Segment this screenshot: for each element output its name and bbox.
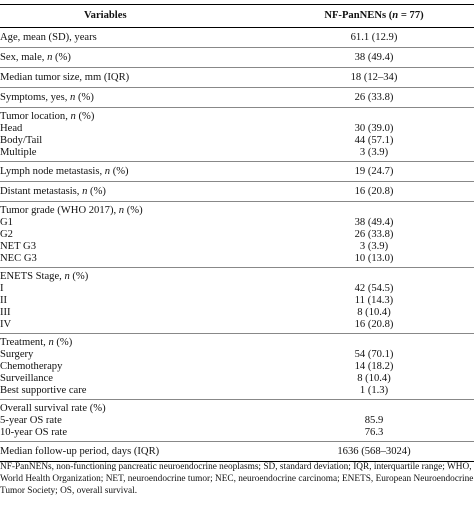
table-row: Treatment, n (%) (0, 334, 474, 350)
table-row: G2 26 (33.8) (0, 229, 474, 241)
table-row: Lymph node metastasis, n (%) 19 (24.7) (0, 161, 474, 182)
row-value: 8 (10.4) (357, 373, 391, 384)
row-label: ENETS Stage, n (%) (0, 271, 89, 282)
row-label: 10-year OS rate (0, 427, 274, 442)
row-label: Tumor location, n (%) (0, 111, 95, 122)
row-label: III (0, 307, 11, 318)
table-row: Best supportive care 1 (1.3) (0, 385, 474, 400)
row-label: G1 (0, 217, 13, 228)
row-value (274, 400, 474, 416)
row-value: 54 (70.1) (354, 349, 394, 360)
row-value: 11 (14.3) (354, 295, 394, 306)
row-label: Multiple (0, 147, 274, 162)
row-label: NEC G3 (0, 253, 274, 268)
row-value (274, 334, 474, 350)
table-row: Age, mean (SD), years 61.1 (12.9) (0, 27, 474, 48)
table-header-row: Variables NF-PanNENs (n = 77) (0, 4, 474, 28)
table-row: NET G3 3 (3.9) (0, 241, 474, 253)
row-value: 8 (10.4) (357, 307, 391, 318)
row-label: NET G3 (0, 241, 36, 252)
row-label: Age, mean (SD), years (0, 27, 274, 48)
row-value: 14 (18.2) (354, 361, 394, 372)
row-value: 26 (33.8) (354, 229, 394, 240)
row-value: 42 (54.5) (354, 283, 394, 294)
table-row: Surveillance 8 (10.4) (0, 373, 474, 385)
row-label: Surgery (0, 349, 34, 360)
table-row: Surgery 54 (70.1) (0, 349, 474, 361)
cohort-header: NF-PanNENs (n = 77) (274, 4, 474, 28)
table-row: NEC G3 10 (13.0) (0, 253, 474, 268)
table-row: Multiple 3 (3.9) (0, 147, 474, 162)
table-row: Sex, male, n (%) 38 (49.4) (0, 47, 474, 68)
row-value: 61.1 (12.9) (274, 27, 474, 48)
row-label: G2 (0, 229, 13, 240)
row-value: 19 (24.7) (274, 161, 474, 182)
row-value: 1636 (568–3024) (274, 441, 474, 462)
table-row: Body/Tail 44 (57.1) (0, 135, 474, 147)
table-row: Chemotherapy 14 (18.2) (0, 361, 474, 373)
row-label: 5-year OS rate (0, 415, 62, 426)
row-label: II (0, 295, 8, 306)
row-value: 85.9 (364, 415, 384, 426)
table-row: Symptoms, yes, n (%) 26 (33.8) (0, 87, 474, 108)
table-footnote: NF-PanNENs, non-functioning pancreatic n… (0, 462, 474, 496)
table-body: Age, mean (SD), years 61.1 (12.9) Sex, mal… (0, 27, 474, 462)
row-value: 18 (12–34) (274, 67, 474, 88)
row-label: Sex, male, n (%) (0, 47, 274, 68)
row-label: Median follow-up period, days (IQR) (0, 441, 274, 462)
row-label: Lymph node metastasis, n (%) (0, 161, 274, 182)
table-row: Overall survival rate (%) (0, 400, 474, 416)
row-value: 3 (3.9) (274, 147, 474, 162)
row-value: 30 (39.0) (354, 123, 394, 134)
row-label: Chemotherapy (0, 361, 63, 372)
variables-header: Variables (0, 4, 274, 28)
row-value: 3 (3.9) (359, 241, 389, 252)
row-label: Symptoms, yes, n (%) (0, 87, 274, 108)
table-row: 5-year OS rate 85.9 (0, 415, 474, 427)
row-label: Head (0, 123, 23, 134)
row-label: Surveillance (0, 373, 53, 384)
table-row: III 8 (10.4) (0, 307, 474, 319)
row-value: 16 (20.8) (274, 319, 474, 334)
row-label: Treatment, n (%) (0, 337, 73, 348)
row-value: 16 (20.8) (274, 181, 474, 202)
row-label: Body/Tail (0, 135, 43, 146)
row-label: Best supportive care (0, 385, 274, 400)
table-row: II 11 (14.3) (0, 295, 474, 307)
table-row: Median tumor size, mm (IQR) 18 (12–34) (0, 67, 474, 88)
table-row: Tumor grade (WHO 2017), n (%) (0, 202, 474, 218)
row-label: Median tumor size, mm (IQR) (0, 67, 274, 88)
table-row: 10-year OS rate 76.3 (0, 427, 474, 442)
row-label: IV (0, 319, 274, 334)
row-value: 44 (57.1) (354, 135, 394, 146)
row-value: 38 (49.4) (354, 217, 394, 228)
table-row: I 42 (54.5) (0, 283, 474, 295)
table-row: Head 30 (39.0) (0, 123, 474, 135)
row-label: I (0, 283, 4, 294)
row-value (274, 202, 474, 218)
row-label: Tumor grade (WHO 2017), n (%) (0, 205, 143, 216)
row-value (274, 268, 474, 284)
row-value: 10 (13.0) (274, 253, 474, 268)
table-row: ENETS Stage, n (%) (0, 268, 474, 284)
table-row: Distant metastasis, n (%) 16 (20.8) (0, 181, 474, 202)
table-row: Tumor location, n (%) (0, 108, 474, 124)
row-label: Distant metastasis, n (%) (0, 181, 274, 202)
table-row: IV 16 (20.8) (0, 319, 474, 334)
row-label: Overall survival rate (%) (0, 403, 106, 414)
table-row: Median follow-up period, days (IQR) 1636 … (0, 441, 474, 462)
row-value: 76.3 (274, 427, 474, 442)
row-value: 38 (49.4) (274, 47, 474, 68)
baseline-characteristics-table: Variables NF-PanNENs (n = 77) Age, mean … (0, 4, 474, 462)
row-value: 26 (33.8) (274, 87, 474, 108)
row-value (274, 108, 474, 124)
table-row: G1 38 (49.4) (0, 217, 474, 229)
row-value: 1 (1.3) (274, 385, 474, 400)
